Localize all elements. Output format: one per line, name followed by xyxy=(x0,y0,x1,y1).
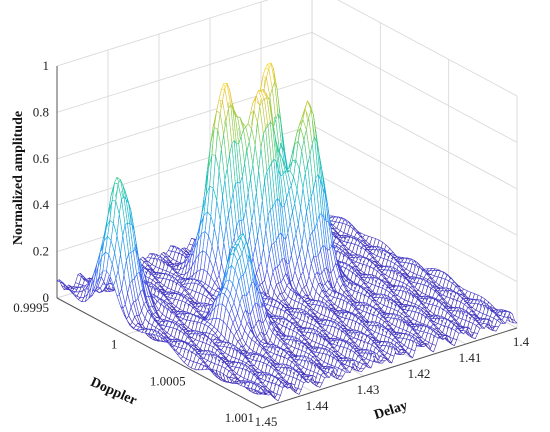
grid-line xyxy=(311,32,518,143)
grid-line xyxy=(311,78,518,190)
grid-line xyxy=(311,171,518,282)
grid-line xyxy=(56,32,313,113)
grid-line xyxy=(311,124,518,236)
surface-mesh xyxy=(56,62,518,402)
x-axis-line xyxy=(261,327,518,409)
grid-line xyxy=(337,0,518,97)
y-axis-line xyxy=(56,297,263,409)
grid-line xyxy=(56,0,269,67)
